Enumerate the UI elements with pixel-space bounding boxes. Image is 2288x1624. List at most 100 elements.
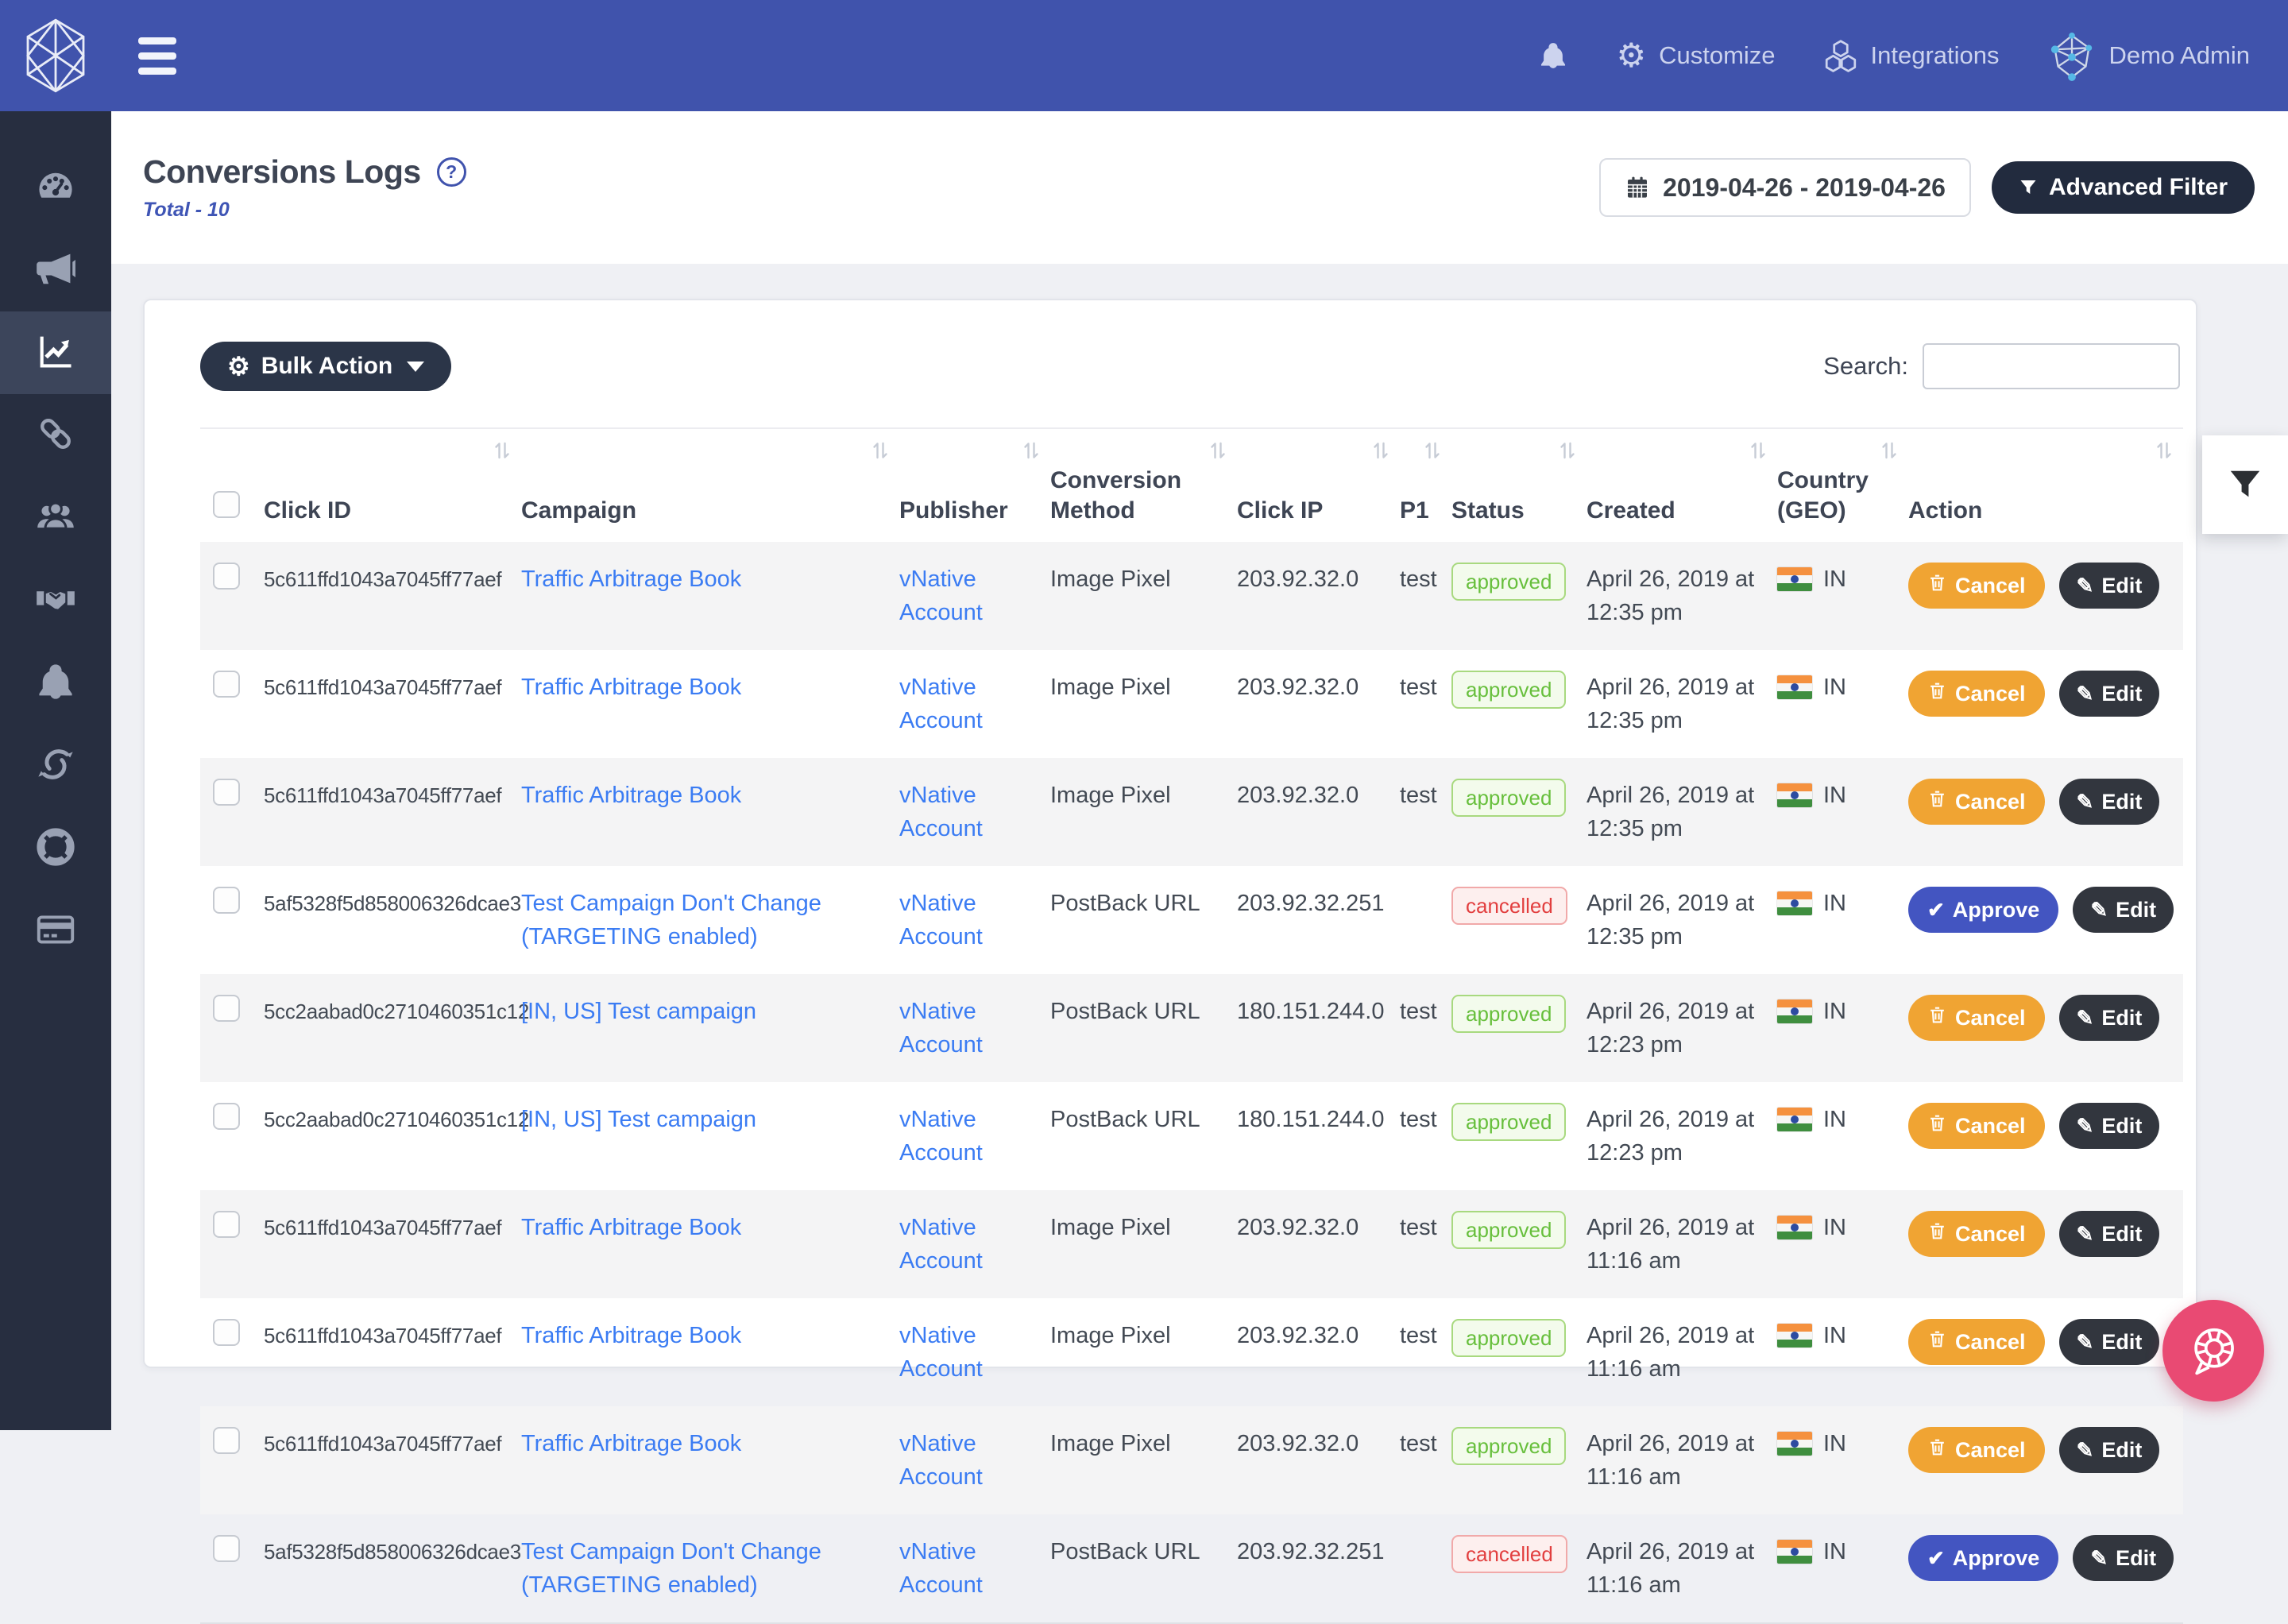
edit-button[interactable]: ✎ Edit (2058, 1427, 2160, 1473)
sort-icon[interactable] (2155, 439, 2174, 470)
campaign-link[interactable]: Traffic Arbitrage Book (521, 783, 742, 808)
sidebar-item-billing[interactable] (0, 890, 111, 972)
publisher-link[interactable]: vNative Account (899, 1215, 983, 1274)
publisher-link[interactable]: vNative Account (899, 999, 983, 1058)
row-checkbox[interactable] (213, 779, 240, 806)
sort-icon[interactable] (493, 439, 512, 470)
cancel-button[interactable]: Cancel (1908, 995, 2045, 1041)
row-checkbox[interactable] (213, 1103, 240, 1130)
india-flag-icon (1777, 783, 1812, 807)
publisher-link[interactable]: vNative Account (899, 783, 983, 841)
publisher-link[interactable]: vNative Account (899, 1539, 983, 1598)
sort-icon[interactable] (1208, 439, 1227, 470)
status-cell: approved (1451, 1082, 1587, 1190)
sort-icon[interactable] (871, 439, 890, 470)
publisher-link[interactable]: vNative Account (899, 891, 983, 949)
customize-button[interactable]: ⚙ Customize (1616, 39, 1775, 72)
date-range-picker[interactable]: 2019-04-26 - 2019-04-26 (1599, 158, 1971, 217)
cancel-button[interactable]: Cancel (1908, 1319, 2045, 1365)
support-chat-fab[interactable] (2162, 1300, 2264, 1402)
sort-icon[interactable] (1749, 439, 1768, 470)
column-header-status[interactable]: Status (1451, 428, 1587, 542)
click-id-cell: 5c611ffd1043a7045ff77aef (264, 567, 502, 591)
approve-button[interactable]: ✔ Approve (1908, 1535, 2059, 1581)
integrations-button[interactable]: Integrations (1823, 38, 2000, 73)
campaign-link[interactable]: Test Campaign Don't Change (TARGETING en… (521, 1539, 821, 1598)
column-header-publisher[interactable]: Publisher (899, 428, 1050, 542)
cancel-button[interactable]: Cancel (1908, 1211, 2045, 1257)
cancel-button[interactable]: Cancel (1908, 671, 2045, 717)
campaign-link[interactable]: Traffic Arbitrage Book (521, 1323, 742, 1348)
campaign-link[interactable]: Traffic Arbitrage Book (521, 675, 742, 700)
row-checkbox[interactable] (213, 1319, 240, 1346)
sort-icon[interactable] (1022, 439, 1041, 470)
column-header-click-id[interactable]: Click ID (264, 428, 521, 542)
publisher-link[interactable]: vNative Account (899, 1323, 983, 1382)
column-header-click-ip[interactable]: Click IP (1237, 428, 1400, 542)
row-checkbox[interactable] (213, 1427, 240, 1454)
sort-icon[interactable] (1558, 439, 1577, 470)
sort-icon[interactable] (1423, 439, 1442, 470)
sidebar-item-partners[interactable] (0, 559, 111, 642)
user-menu[interactable]: Demo Admin (2047, 29, 2250, 82)
search-input[interactable] (1923, 343, 2180, 389)
campaign-link[interactable]: Traffic Arbitrage Book (521, 566, 742, 592)
campaign-link[interactable]: Traffic Arbitrage Book (521, 1215, 742, 1240)
column-header-p1[interactable]: P1 (1400, 428, 1451, 542)
status-cell: approved (1451, 974, 1587, 1082)
edit-button[interactable]: ✎ Edit (2058, 563, 2160, 609)
publisher-link[interactable]: vNative Account (899, 675, 983, 733)
edit-button[interactable]: ✎ Edit (2058, 1103, 2160, 1149)
side-filter-tab[interactable] (2202, 435, 2288, 534)
sort-icon[interactable] (1371, 439, 1390, 470)
country-cell: IN (1777, 1406, 1908, 1514)
advanced-filter-button[interactable]: Advanced Filter (1991, 161, 2255, 214)
edit-button[interactable]: ✎ Edit (2058, 671, 2160, 717)
trash-icon (1927, 1329, 1947, 1355)
select-all-checkbox[interactable] (213, 491, 240, 518)
edit-button[interactable]: ✎ Edit (2058, 1211, 2160, 1257)
sidebar-item-campaigns[interactable] (0, 229, 111, 311)
sidebar-item-links[interactable] (0, 394, 111, 477)
edit-button[interactable]: ✎ Edit (2058, 1319, 2160, 1365)
row-checkbox[interactable] (213, 995, 240, 1022)
sidebar-item-support[interactable] (0, 807, 111, 890)
cancel-button[interactable]: Cancel (1908, 1427, 2045, 1473)
sidebar-item-dashboard[interactable] (0, 146, 111, 229)
row-checkbox[interactable] (213, 671, 240, 698)
campaign-link[interactable]: [IN, US] Test campaign (521, 1107, 757, 1132)
row-checkbox[interactable] (213, 1535, 240, 1562)
publisher-link[interactable]: vNative Account (899, 1431, 983, 1490)
edit-button[interactable]: ✎ Edit (2073, 887, 2174, 933)
campaign-link[interactable]: [IN, US] Test campaign (521, 999, 757, 1024)
column-header-country-geo-[interactable]: Country (GEO) (1777, 428, 1908, 542)
edit-button[interactable]: ✎ Edit (2073, 1535, 2174, 1581)
cancel-button[interactable]: Cancel (1908, 779, 2045, 825)
sort-icon[interactable] (1880, 439, 1899, 470)
sidebar-item-users[interactable] (0, 477, 111, 559)
sidebar-item-messages[interactable] (0, 725, 111, 807)
edit-button[interactable]: ✎ Edit (2058, 995, 2160, 1041)
help-icon[interactable]: ? (436, 157, 466, 187)
column-header-campaign[interactable]: Campaign (521, 428, 899, 542)
sidebar-item-notifications[interactable] (0, 642, 111, 725)
campaign-link[interactable]: Test Campaign Don't Change (TARGETING en… (521, 891, 821, 949)
cancel-button[interactable]: Cancel (1908, 1103, 2045, 1149)
notifications-button[interactable] (1538, 40, 1568, 72)
campaign-link[interactable]: Traffic Arbitrage Book (521, 1431, 742, 1456)
row-checkbox[interactable] (213, 887, 240, 914)
bulk-action-button[interactable]: ⚙ Bulk Action (200, 342, 452, 391)
approve-button[interactable]: ✔ Approve (1908, 887, 2059, 933)
sidebar-item-reports[interactable] (0, 311, 111, 394)
publisher-link[interactable]: vNative Account (899, 566, 983, 625)
app-logo[interactable] (0, 0, 111, 111)
column-header-created[interactable]: Created (1587, 428, 1777, 542)
column-header-conversion-method[interactable]: Conversion Method (1050, 428, 1237, 542)
edit-button[interactable]: ✎ Edit (2058, 779, 2160, 825)
row-checkbox[interactable] (213, 563, 240, 590)
row-checkbox[interactable] (213, 1211, 240, 1238)
column-header-action[interactable]: Action (1908, 428, 2183, 542)
publisher-link[interactable]: vNative Account (899, 1107, 983, 1166)
cancel-button[interactable]: Cancel (1908, 563, 2045, 609)
menu-toggle-button[interactable] (138, 37, 176, 75)
